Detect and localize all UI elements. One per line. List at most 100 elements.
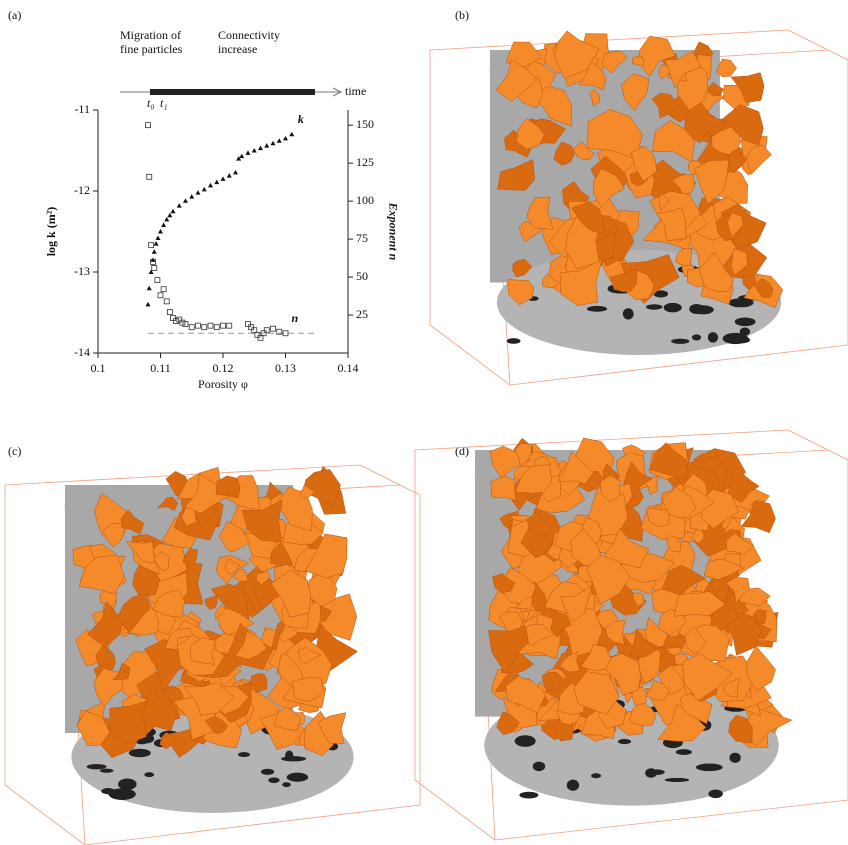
pore-blob [586,555,631,605]
k-point [201,186,207,192]
n-point [213,324,220,331]
pore-blob [742,274,756,291]
pore-blob [204,716,229,734]
k-point [258,145,263,151]
k-point [164,216,170,222]
grain-gap [663,302,682,313]
grain-gap [281,756,307,762]
pore-blob [299,485,316,499]
n-point [263,327,270,334]
pore-blob [597,653,641,696]
n-point [282,330,289,337]
pore-blob [675,247,693,266]
pore-blob [601,50,628,74]
k-point [183,198,188,203]
k-point [153,241,159,246]
grain-gap [519,791,539,799]
pore-blob [723,104,764,146]
pore-blob [121,509,145,535]
n-point [270,325,276,332]
pore-blob [708,82,724,96]
k-point [208,182,213,188]
pore-blob [683,99,725,144]
pore-rendering [4,464,421,845]
pore-blob [746,645,776,691]
k-point [233,169,238,175]
pore-blob [661,565,707,596]
pore-blob [553,30,600,79]
pore-blob [746,145,772,175]
pore-blob [153,551,170,572]
pore-blob [182,548,198,567]
timeline: Migration of fine particles Connectivity… [120,28,366,110]
n-point [248,324,255,331]
pore-blob [621,73,650,112]
grain-gap [144,772,155,778]
pore-blob [505,676,546,714]
k-point [251,148,257,153]
pore-blob [492,573,516,594]
grain-gap [99,768,114,773]
grain-gap [260,768,275,775]
n-point [257,334,264,341]
x-tick-label: 0.1 [91,361,106,375]
k-point [170,208,176,214]
pore-blob [631,592,645,607]
grain-gap [729,752,741,763]
k-point [220,176,226,181]
k-point [195,190,201,195]
arrow-head [332,87,343,97]
panel-label: (d) [455,444,469,458]
pore-blob [278,626,299,643]
y-axis-label: log k (m²) [44,207,58,257]
grain-gap [118,778,137,790]
pore-blob [490,475,517,502]
k-point [189,194,195,199]
n-point [176,316,183,323]
pore-blob [488,625,529,675]
pore-blob [599,474,620,503]
series-label: k [298,112,304,126]
panel-label: (c) [8,444,21,458]
pore-blob [232,568,249,582]
pore-blob [507,279,535,306]
k-point [151,249,157,254]
n-point [182,321,189,328]
pore-blob [682,653,733,702]
grain-gap [238,752,250,758]
y-tick-label: -14 [74,345,90,359]
pore-blob [516,118,545,150]
pore-blob [141,689,178,732]
pore-blob [495,59,538,102]
pore-blob [76,710,111,746]
grain-gap [286,772,309,782]
pore-blob [725,611,762,656]
pore-blob [631,145,657,182]
k-point [161,222,167,228]
pore-blob [204,594,218,610]
pore-blob [241,499,283,543]
pore-blob [703,559,745,580]
y2-tick-label: 50 [356,269,368,283]
pore-blob [632,55,645,68]
time-label: time [345,84,366,98]
x-tick-label: 0.12 [213,361,234,375]
phase-label: Connectivity [218,28,280,42]
pore-blob [497,159,535,191]
pore-blob [629,701,657,726]
pore-blob [159,732,177,750]
pore-blob [727,212,744,238]
pore-blob [184,473,229,514]
n-point [251,327,258,334]
pore-blob [550,611,572,638]
grain-gap [108,788,136,801]
n-point [148,242,155,249]
pore-blob [514,464,553,494]
y2-axis-label: Exponent n [386,202,400,261]
pore-blob [215,475,241,499]
n-point [151,265,158,271]
grain-gap [722,332,749,345]
pore-blob [599,528,650,569]
grain-gap [514,735,536,747]
